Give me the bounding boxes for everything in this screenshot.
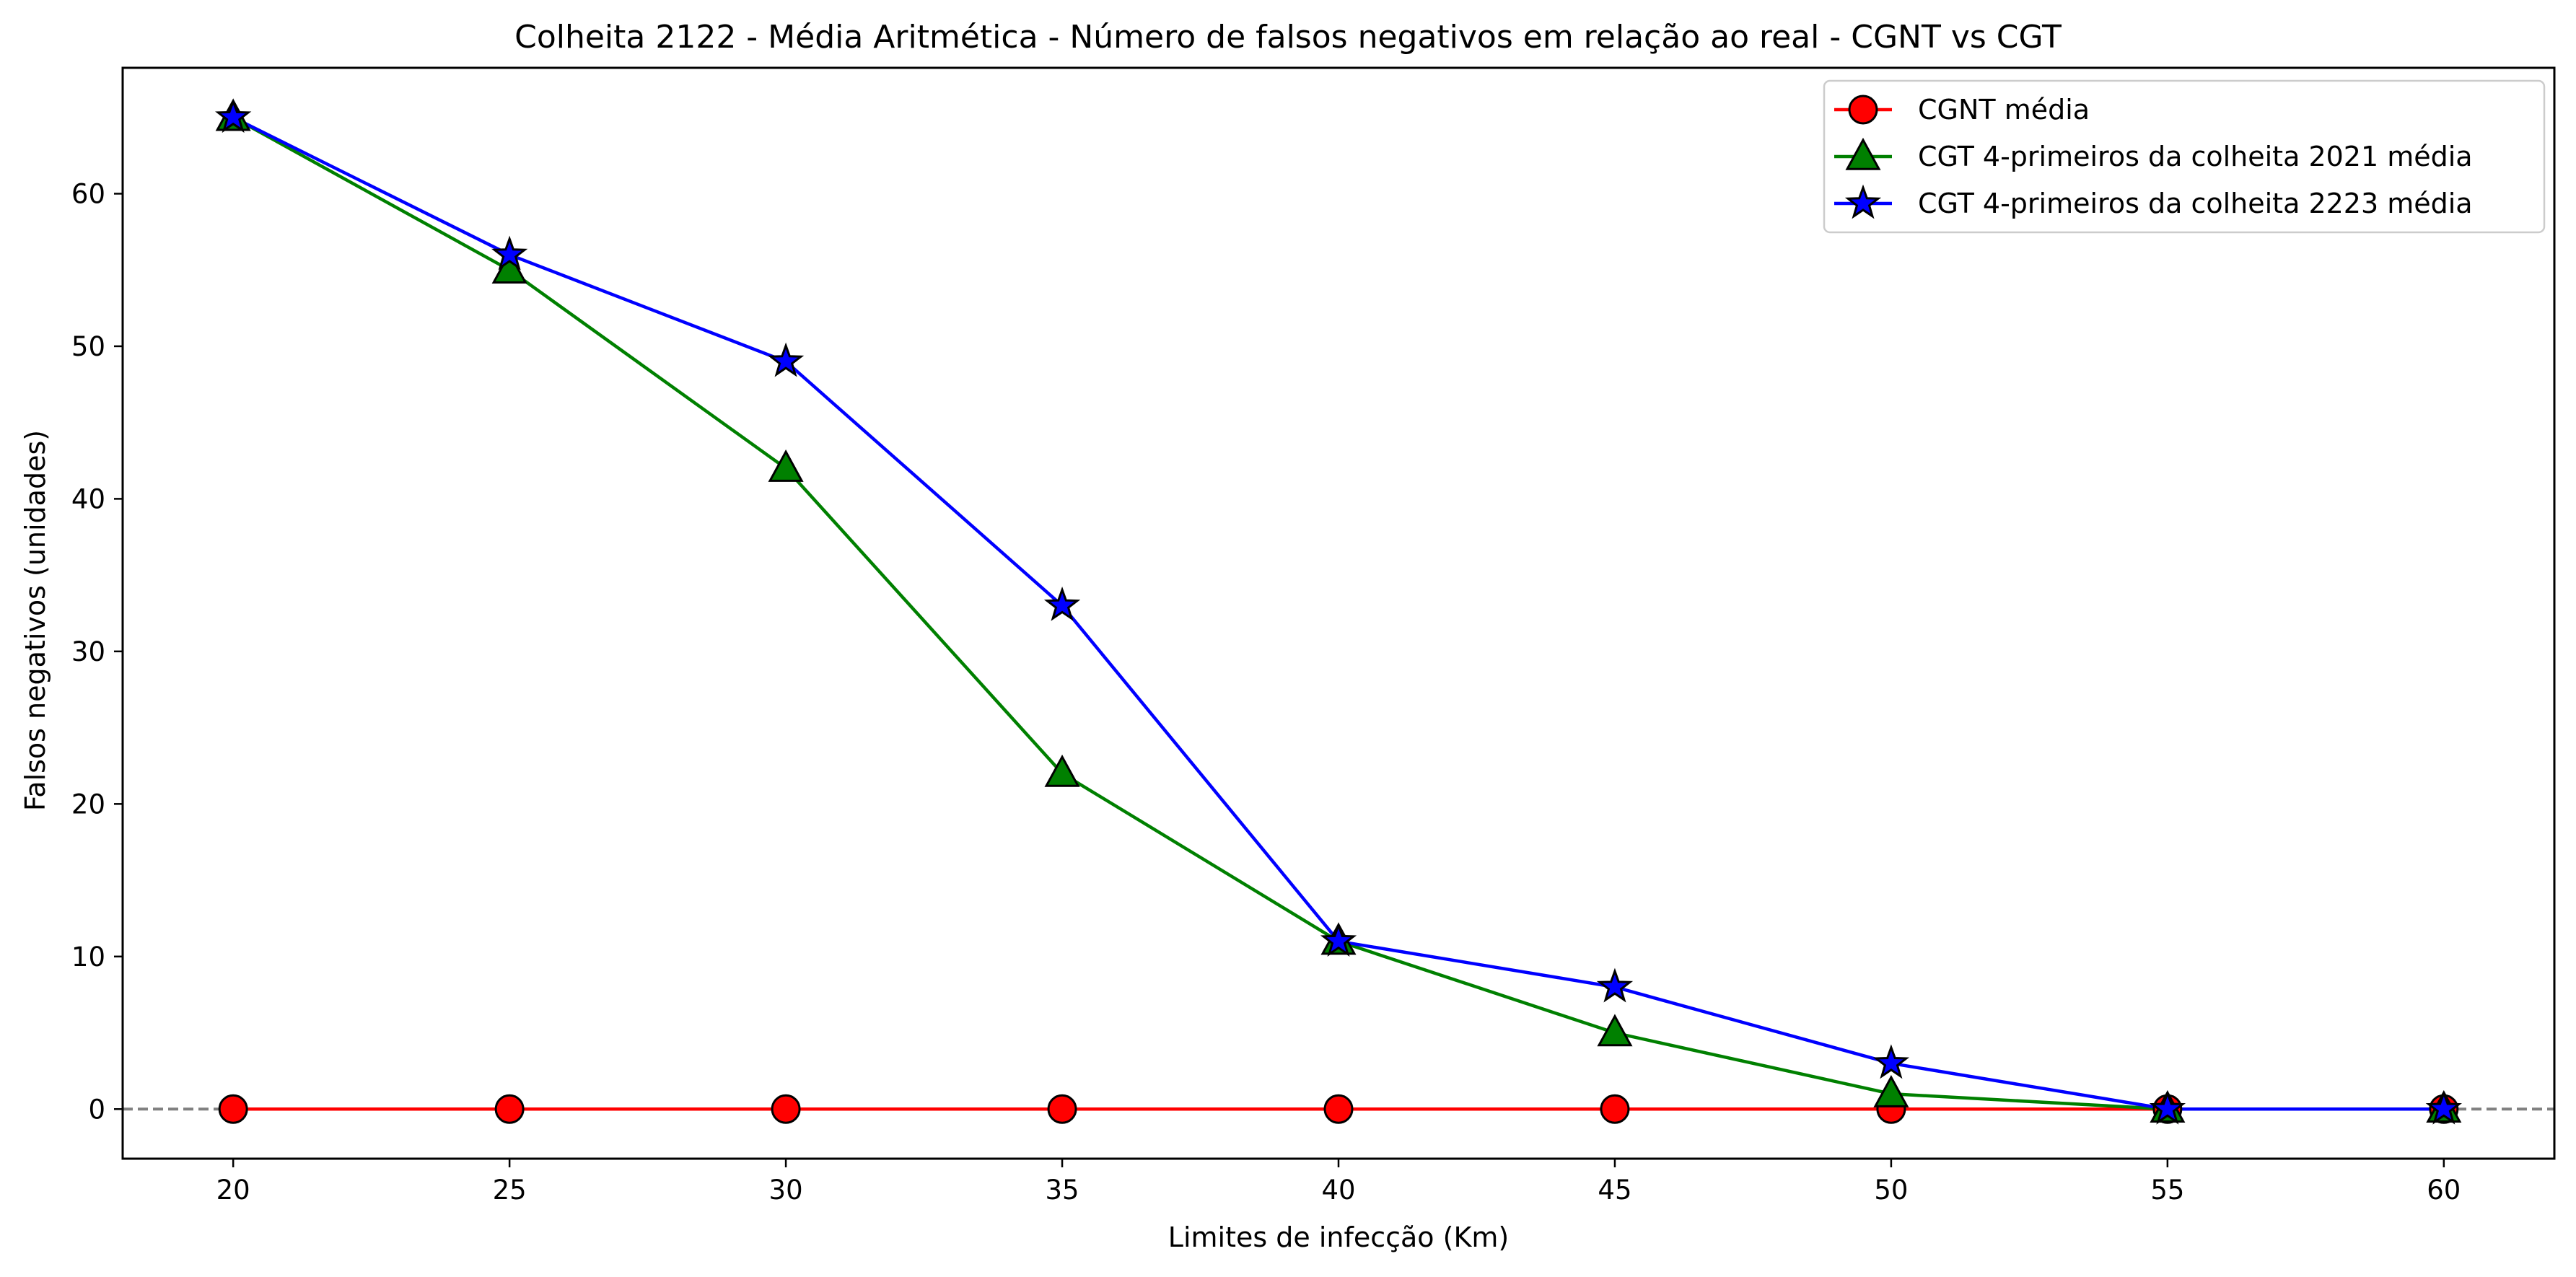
legend-label-cgnt: CGNT média (1918, 94, 2090, 126)
y-tick-label: 0 (88, 1094, 105, 1125)
legend-marker-cgt-2021 (1845, 137, 1881, 170)
legend-marker-cgt-2223 (1844, 184, 1882, 219)
data-point-cgt-2223 (2149, 1089, 2186, 1125)
legend-box (1823, 79, 2546, 234)
data-point-cgt-2223 (1320, 922, 1357, 957)
data-point-cgnt (218, 1094, 248, 1124)
x-tick-label: 35 (1045, 1175, 1079, 1206)
y-tick-label: 40 (71, 483, 105, 514)
y-tick-label: 30 (71, 636, 105, 667)
y-axis-label: Falsos negativos (unidades) (19, 430, 51, 811)
data-point-cgt-2223 (1596, 967, 1634, 1003)
x-tick-label: 45 (1598, 1175, 1631, 1206)
x-tick-label: 55 (2150, 1175, 2184, 1206)
chart-title: Colheita 2122 - Média Aritmética - Númer… (514, 19, 2062, 56)
x-tick-label: 40 (1321, 1175, 1355, 1206)
data-point-cgnt (1047, 1094, 1077, 1124)
legend-label-cgt-2021: CGT 4-primeiros da colheita 2021 média (1918, 141, 2473, 172)
legend-label-cgt-2223: CGT 4-primeiros da colheita 2223 média (1918, 188, 2473, 219)
data-point-cgt-2223 (1043, 586, 1081, 621)
data-point-cgt-2223 (491, 235, 528, 271)
legend: CGNT média CGT 4-primeiros da colheita 20… (1823, 79, 2546, 234)
x-tick-label: 50 (1874, 1175, 1908, 1206)
data-point-cgt-2021 (1044, 754, 1080, 787)
x-axis-label: Limites de infecção (Km) (1168, 1221, 1509, 1253)
y-tick-label: 50 (71, 331, 105, 362)
data-point-cgt-2223 (1872, 1044, 1910, 1079)
x-tick-label: 25 (493, 1175, 527, 1206)
data-point-cgnt (1323, 1094, 1354, 1124)
y-tick-label: 60 (71, 178, 105, 209)
y-tick-label: 20 (71, 789, 105, 820)
x-tick-label: 60 (2427, 1175, 2461, 1206)
data-point-cgt-2223 (2425, 1089, 2462, 1125)
data-point-cgt-2021 (768, 449, 804, 482)
x-tick-label: 30 (769, 1175, 803, 1206)
data-point-cgnt (1600, 1094, 1630, 1124)
data-point-cgt-2021 (1873, 1074, 1909, 1107)
legend-marker-cgnt (1848, 95, 1878, 125)
data-point-cgt-2223 (767, 342, 805, 377)
data-point-cgt-2223 (215, 98, 252, 133)
plot-area: 20 25 30 35 40 45 50 55 60 0 10 20 30 40 50 60 (71, 66, 2556, 1206)
y-tick-label: 10 (71, 942, 105, 973)
x-tick-label: 20 (216, 1175, 250, 1206)
data-point-cgt-2021 (1597, 1014, 1633, 1047)
data-point-cgnt (771, 1094, 801, 1124)
data-point-cgnt (494, 1094, 525, 1124)
